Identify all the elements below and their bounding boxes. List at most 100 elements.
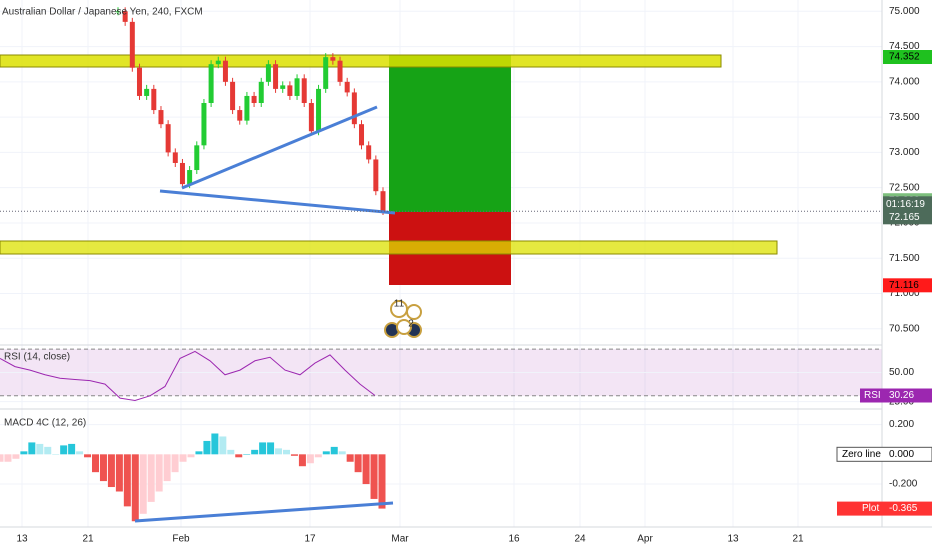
y-tick-label: 75.000 [889,6,920,17]
macd-bar [187,454,195,458]
y-tick-label: -0.200 [889,479,918,490]
candle [330,57,336,61]
rsi-tag-name: RSI [864,390,881,401]
price-tag-label: 71.116 [889,280,919,291]
candle [280,85,286,89]
macd-bar [338,451,346,455]
price-tag-label: 74.352 [889,52,920,63]
y-tick-label: 74.500 [889,41,920,52]
drawings [0,54,778,285]
macd-bar [84,454,92,458]
macd-bar [211,433,219,455]
macd-bar [314,454,322,458]
macd-bar [147,454,155,502]
macd-bar [306,454,314,464]
pane-label: MACD 4C (12, 26) [4,418,86,429]
candle [344,81,350,93]
macd-tag-label: -0.365 [889,503,918,514]
x-tick-label: 13 [16,534,28,545]
candle [251,95,257,104]
trend-lines [134,105,396,523]
macd-bar [0,454,4,462]
x-tick-label: 13 [727,534,739,545]
candle [337,60,343,82]
y-tick-label: 70.500 [889,323,920,334]
macd-bar [362,454,370,485]
macd-bar [107,454,115,488]
event-icon[interactable] [396,319,412,335]
macd-bar [139,454,147,514]
candle [136,67,142,96]
candle [115,11,121,13]
macd-bar [370,454,378,499]
event-icon[interactable] [406,304,422,320]
macd-bar [203,440,211,455]
price-tag-label: 72.165 [889,212,920,223]
macd-tag-name: Plot [862,503,879,514]
candle [294,78,300,96]
support-zone [0,240,778,255]
candle [222,60,228,82]
candle [179,162,185,185]
y-tick-label: 71.000 [889,288,920,299]
macd-bar [322,451,330,455]
rsi-tag-label: 30.26 [889,390,914,401]
macd-bar [12,454,20,459]
candle [187,170,193,185]
macd-bar [92,454,99,473]
candle [230,81,236,111]
macd-bar [179,454,187,462]
candle [287,85,293,96]
candle [194,145,200,171]
x-tick-label: 17 [304,534,316,545]
macd-bar [354,454,362,473]
x-tick-label: Apr [637,534,653,545]
macd-bar [290,454,298,456]
events: 11 2 [384,299,422,338]
macd-bar [163,454,171,482]
y-tick-label: 72.500 [889,182,920,193]
profit-zone [389,55,511,212]
candle [158,110,164,125]
candle [265,64,271,82]
candle [323,57,329,89]
candle [165,124,171,153]
candle [237,110,243,121]
macd-bar [36,443,44,455]
macd-bar [195,451,203,455]
candle [316,88,322,132]
rsi-line [0,350,376,401]
x-tick-label: 21 [792,534,804,545]
macd-bar [346,454,354,462]
macd-bar [44,446,52,455]
pane-label: RSI (14, close) [4,352,70,363]
labels: 13 21 Feb 17 Mar 16 24 Apr 13 21 75.000 74.500 74.00… [0,6,932,545]
y-tick-label: 50.00 [889,367,914,378]
macd-bar [251,449,259,455]
countdown: 01:16:19 [886,199,925,210]
candle [308,103,314,132]
y-tick-label: 0.200 [889,419,914,430]
candle [172,152,178,163]
macd-bar [155,454,163,492]
trend-line [134,501,394,523]
macd-bar [115,454,123,492]
candle [151,88,157,111]
x-tick-label: Mar [391,534,409,545]
macd-bar [330,446,338,455]
macd-bar [99,454,107,482]
macd-bar [275,448,283,455]
candle [301,78,307,104]
macd-bar [20,451,28,455]
y-tick-label: 73.000 [889,147,920,158]
macd-bar [227,449,235,455]
macd-bar [219,436,227,455]
x-tick-label: 16 [508,534,520,545]
macd-bar [4,454,12,462]
candle [144,88,150,96]
macd-bar [267,442,275,455]
macd-bar [131,454,139,522]
macd-tag [836,446,932,462]
macd-bar [259,442,267,455]
